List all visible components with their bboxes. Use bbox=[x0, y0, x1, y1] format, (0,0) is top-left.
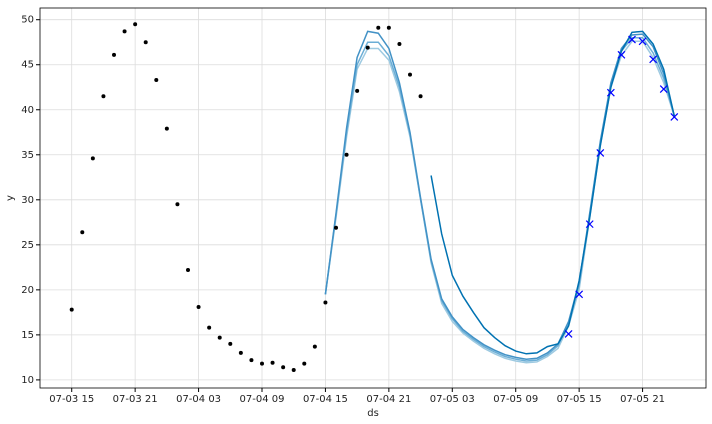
test-point bbox=[649, 55, 658, 64]
x-marker-stroke bbox=[628, 35, 636, 44]
x-marker-stroke bbox=[585, 220, 594, 229]
test-point bbox=[606, 88, 615, 97]
x-axis-label: ds bbox=[367, 408, 379, 419]
test-point bbox=[659, 85, 668, 93]
observed-point bbox=[228, 341, 233, 346]
observed-point bbox=[217, 335, 222, 340]
plot-frame bbox=[39, 7, 707, 389]
observed-point bbox=[312, 344, 317, 349]
observed-point bbox=[323, 300, 328, 305]
observed-point bbox=[207, 325, 212, 330]
observed-point bbox=[249, 358, 254, 363]
observed-point bbox=[122, 29, 127, 34]
x-marker-stroke bbox=[606, 88, 615, 97]
x-marker-stroke bbox=[649, 55, 658, 64]
x-marker-stroke bbox=[596, 149, 605, 157]
observed-point bbox=[80, 230, 85, 235]
observed-point bbox=[397, 42, 402, 47]
test-point bbox=[596, 149, 605, 157]
y-tick-label: 15 bbox=[21, 330, 34, 341]
test-point bbox=[670, 113, 679, 121]
test-point bbox=[628, 35, 636, 44]
y-tick-label: 30 bbox=[21, 195, 34, 206]
x-marker-stroke bbox=[670, 113, 679, 121]
y-tick-label: 50 bbox=[21, 15, 34, 26]
x-tick-label: 07-04 15 bbox=[303, 394, 348, 405]
test-point bbox=[575, 290, 584, 299]
x-marker-stroke bbox=[638, 37, 647, 46]
y-axis-label: y bbox=[5, 195, 16, 201]
observed-point bbox=[270, 360, 275, 365]
x-tick-label: 07-04 09 bbox=[240, 394, 285, 405]
observed-point bbox=[90, 156, 95, 161]
forecast-line bbox=[324, 36, 676, 362]
x-tick-label: 07-05 03 bbox=[430, 394, 475, 405]
observed-point bbox=[386, 25, 391, 30]
observed-point bbox=[281, 365, 286, 370]
observed-point bbox=[302, 361, 307, 366]
observed-point bbox=[175, 202, 180, 207]
y-tick-label: 40 bbox=[21, 105, 34, 116]
test-point bbox=[638, 37, 647, 46]
x-tick-label: 07-05 09 bbox=[493, 394, 538, 405]
x-tick-label: 07-05 15 bbox=[557, 394, 602, 405]
forecast-line bbox=[324, 30, 676, 360]
forecast-line bbox=[430, 30, 676, 355]
observed-point bbox=[418, 94, 423, 99]
observed-point bbox=[238, 350, 243, 355]
observed-point bbox=[344, 152, 349, 157]
observed-point bbox=[112, 52, 116, 57]
x-marker-stroke bbox=[617, 50, 626, 59]
x-tick-label: 07-05 21 bbox=[620, 394, 665, 405]
y-tick-label: 10 bbox=[21, 375, 34, 386]
x-tick-label: 07-03 21 bbox=[113, 394, 158, 405]
observed-point bbox=[334, 225, 338, 230]
test-point bbox=[617, 50, 626, 59]
observed-point bbox=[291, 367, 296, 372]
observed-point bbox=[69, 307, 74, 312]
test-point bbox=[564, 330, 573, 338]
observed-point bbox=[154, 78, 159, 83]
observed-point bbox=[186, 268, 190, 273]
x-marker-stroke bbox=[564, 330, 573, 338]
observed-point bbox=[164, 126, 169, 131]
x-marker-stroke bbox=[575, 290, 584, 299]
y-tick-label: 20 bbox=[21, 285, 34, 296]
observed-point bbox=[376, 25, 381, 30]
observed-point bbox=[143, 40, 148, 45]
observed-point bbox=[365, 45, 370, 50]
x-tick-label: 07-04 03 bbox=[176, 394, 221, 405]
x-tick-label: 07-04 21 bbox=[366, 394, 411, 405]
observed-point bbox=[355, 88, 360, 93]
observed-point bbox=[260, 361, 264, 366]
x-marker-stroke bbox=[659, 85, 668, 93]
forecast-line bbox=[324, 40, 676, 364]
observed-point bbox=[196, 304, 201, 309]
test-point bbox=[585, 220, 594, 229]
y-tick-label: 35 bbox=[21, 150, 34, 161]
observed-point bbox=[101, 94, 106, 99]
y-tick-label: 45 bbox=[21, 60, 34, 71]
observed-point bbox=[408, 72, 412, 77]
x-tick-label: 07-03 15 bbox=[49, 394, 94, 405]
y-tick-label: 25 bbox=[21, 240, 34, 251]
observed-point bbox=[133, 22, 138, 27]
